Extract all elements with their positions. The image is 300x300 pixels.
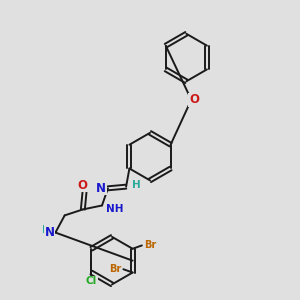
Text: N: N bbox=[96, 182, 106, 195]
Text: O: O bbox=[189, 93, 199, 106]
Text: Br: Br bbox=[109, 264, 122, 274]
Text: NH: NH bbox=[106, 204, 124, 214]
Text: O: O bbox=[78, 178, 88, 191]
Text: H: H bbox=[42, 225, 51, 235]
Text: Br: Br bbox=[144, 240, 156, 250]
Text: N: N bbox=[45, 226, 55, 239]
Text: Cl: Cl bbox=[86, 276, 97, 286]
Text: H: H bbox=[132, 180, 141, 190]
